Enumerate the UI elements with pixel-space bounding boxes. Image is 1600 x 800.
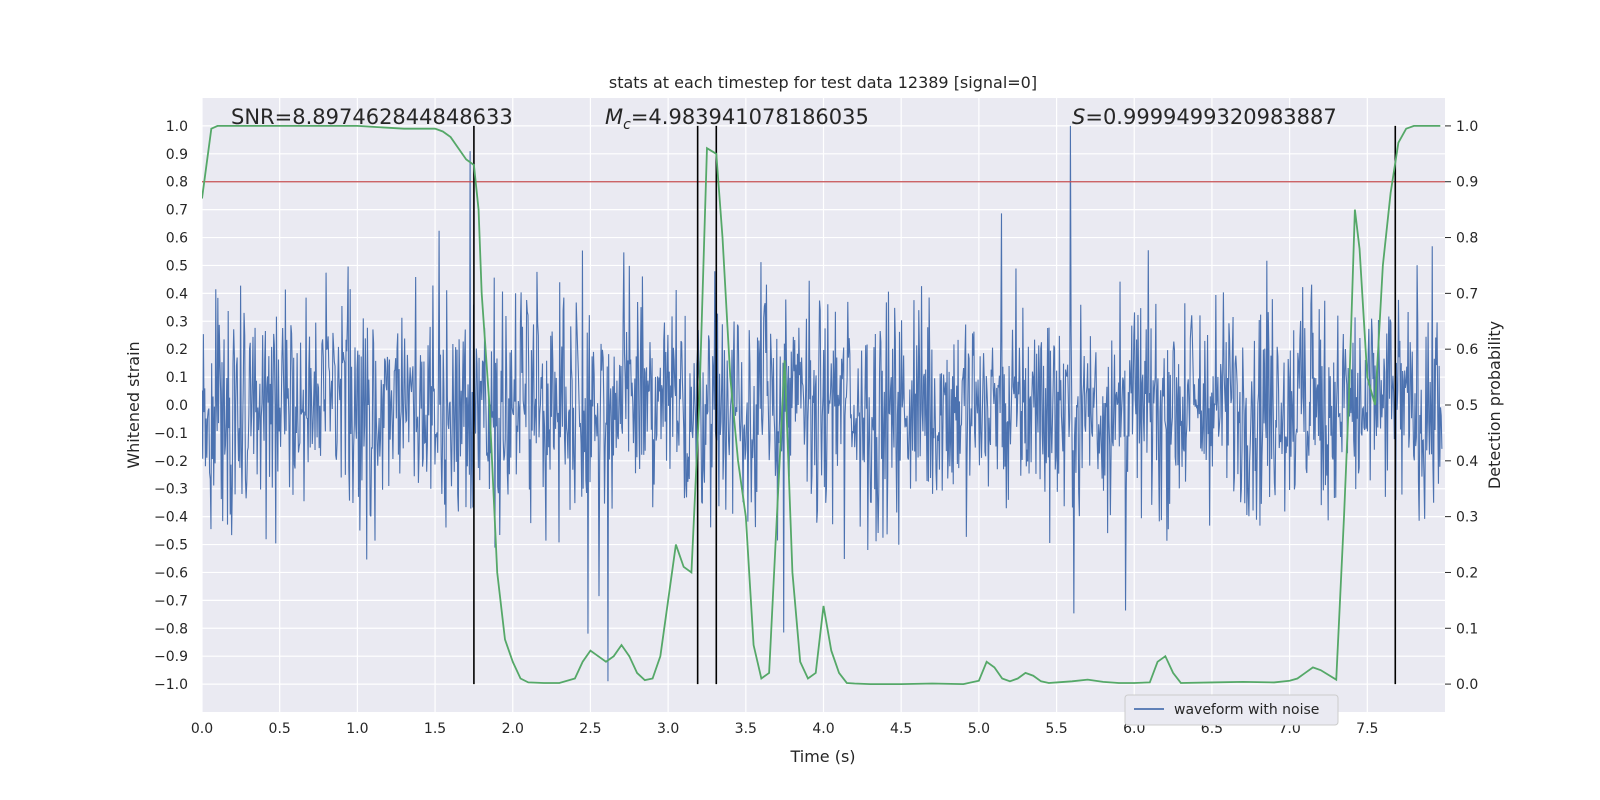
y2-axis-ticks: 1.0 0.9 0.8 0.7 0.6 0.5 0.4 0.3 0.2 0.1 0.0 [1445,119,1478,693]
y2-tick-label: 0.3 [1456,510,1478,526]
x-axis-ticks: 0.0 0.5 1.0 1.5 2.0 2.5 3.0 3.5 4.0 4.5 5.0 5.5 6.0 6… [191,721,1379,737]
detection-probability-line [202,125,1441,685]
y-tick-label: 0.2 [166,342,188,358]
y2-tick-label: 0.0 [1456,677,1478,693]
y2-tick-label: 0.5 [1456,398,1478,414]
y2-tick-label: 0.8 [1456,231,1478,247]
significance-value: =0.9999499320983887 [1085,105,1336,129]
legend: waveform with noise [1124,694,1339,726]
y-tick-label: 0.4 [166,286,188,302]
x-tick-label: 4.0 [812,721,834,737]
y-axis-label: Whitened strain [124,341,143,468]
x-tick-label: 2.0 [502,721,524,737]
y-tick-label: 0.1 [166,370,188,386]
y2-tick-label: 0.2 [1456,565,1478,581]
y-tick-label: −1.0 [154,677,188,693]
x-tick-label: 1.5 [424,721,446,737]
y-axis-ticks: 1.0 0.9 0.8 0.7 0.6 0.5 0.4 0.3 0.2 0.1 0.0 −0.1 −0.… [154,119,188,693]
y-tick-label: 0.7 [166,203,188,219]
y2-tick-label: 0.7 [1456,286,1478,302]
waveform-line [202,125,1443,682]
y-tick-label: −0.3 [154,482,188,498]
y-tick-label: 0.8 [166,175,188,191]
y2-axis-label: Detection probability [1485,321,1504,489]
chirp-mass-symbol: M [605,105,623,129]
chirp-mass-annotation: Mc=4.983941078186035 [605,105,869,133]
significance-symbol: S [1072,105,1085,129]
x-tick-label: 2.5 [579,721,601,737]
y-tick-label: 0.9 [166,147,188,163]
chart-title: stats at each timestep for test data 123… [609,73,1037,92]
x-tick-label: 5.0 [968,721,990,737]
chirp-mass-subscript: c [623,117,631,133]
x-tick-label: 1.0 [346,721,368,737]
x-tick-label: 5.5 [1045,721,1067,737]
legend-label: waveform with noise [1174,702,1319,718]
y-tick-label: −0.5 [154,538,188,554]
y-tick-label: −0.4 [154,510,188,526]
y2-tick-label: 0.1 [1456,621,1478,637]
x-tick-label: 3.5 [735,721,757,737]
detection-probability-series [202,125,1441,685]
chirp-mass-value: =4.983941078186035 [631,105,869,129]
y2-tick-label: 1.0 [1456,119,1478,135]
significance-annotation: S=0.9999499320983887 [1072,105,1337,129]
y-tick-label: 0.3 [166,314,188,330]
x-tick-label: 4.5 [890,721,912,737]
y2-tick-label: 0.6 [1456,342,1478,358]
waveform-series [202,125,1443,682]
y-tick-label: −0.6 [154,565,188,581]
y-tick-label: −0.1 [154,426,188,442]
y2-tick-label: 0.9 [1456,175,1478,191]
snr-annotation: SNR=8.897462844848633 [231,105,513,129]
y-tick-label: 0.6 [166,231,188,247]
y-tick-label: −0.9 [154,649,188,665]
x-tick-label: 3.0 [657,721,679,737]
legend-box [1124,694,1339,726]
x-axis-label: Time (s) [789,747,855,766]
x-tick-label: 0.0 [191,721,213,737]
y-tick-label: 0.0 [166,398,188,414]
x-tick-label: 7.5 [1356,721,1378,737]
vertical-markers [473,125,1397,685]
y-tick-label: −0.8 [154,621,188,637]
y-tick-label: 0.5 [166,258,188,274]
y2-tick-label: 0.4 [1456,454,1478,470]
y-tick-label: −0.2 [154,454,188,470]
y-tick-label: −0.7 [154,593,188,609]
y-tick-label: 1.0 [166,119,188,135]
x-tick-label: 0.5 [269,721,291,737]
